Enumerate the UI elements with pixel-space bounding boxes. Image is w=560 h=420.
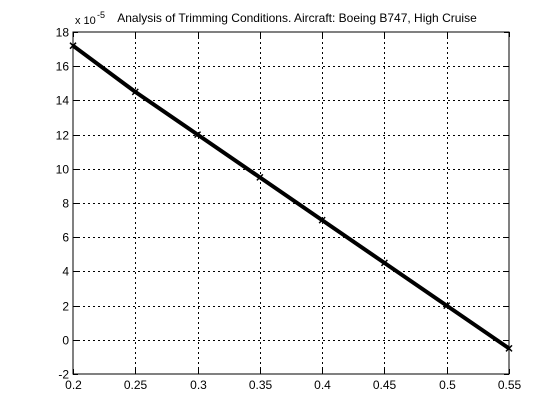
series-line <box>71 44 511 351</box>
x-tick-label: 0.55 <box>498 378 522 392</box>
data-point <box>443 302 451 310</box>
x-tick-label: 0.4 <box>314 378 331 392</box>
chart-title: Analysis of Trimming Conditions. Aircraf… <box>117 11 477 25</box>
y-tick-label: -2 <box>58 368 69 382</box>
y-tick-label: 6 <box>62 231 69 245</box>
x-tick-label: 0.25 <box>124 378 148 392</box>
labels-layer: 0.2 0.25 0.3 0.35 0.4 0.45 0.5 0.55 -2 0 2 4 6 8 10 12 1… <box>56 26 522 393</box>
ticks-layer <box>73 32 510 375</box>
y-tick-label: 2 <box>62 300 69 314</box>
x-tick-label: 0.5 <box>439 378 456 392</box>
plot-area-background <box>73 32 509 374</box>
y-tick-label: 10 <box>56 163 70 177</box>
y-tick-label: 18 <box>56 26 70 40</box>
data-point <box>131 88 139 96</box>
data-point <box>318 216 326 224</box>
y-tick-label: 16 <box>56 60 70 74</box>
y-tick-label: 0 <box>62 334 69 348</box>
data-point <box>194 131 202 139</box>
grid-layer <box>73 32 509 374</box>
y-tick-label: 12 <box>56 129 70 143</box>
y-tick-label: 8 <box>62 197 69 211</box>
y-tick-label: 4 <box>62 265 69 279</box>
y-multiplier-label: x 10 <box>75 15 96 27</box>
data-point <box>380 259 388 267</box>
x-tick-label: 0.2 <box>65 378 82 392</box>
x-tick-label: 0.35 <box>249 378 273 392</box>
y-tick-label: 14 <box>56 94 70 108</box>
data-point <box>256 173 264 181</box>
y-multiplier-exponent: -5 <box>97 10 105 20</box>
x-tick-label: 0.45 <box>373 378 397 392</box>
x-tick-label: 0.3 <box>190 378 207 392</box>
